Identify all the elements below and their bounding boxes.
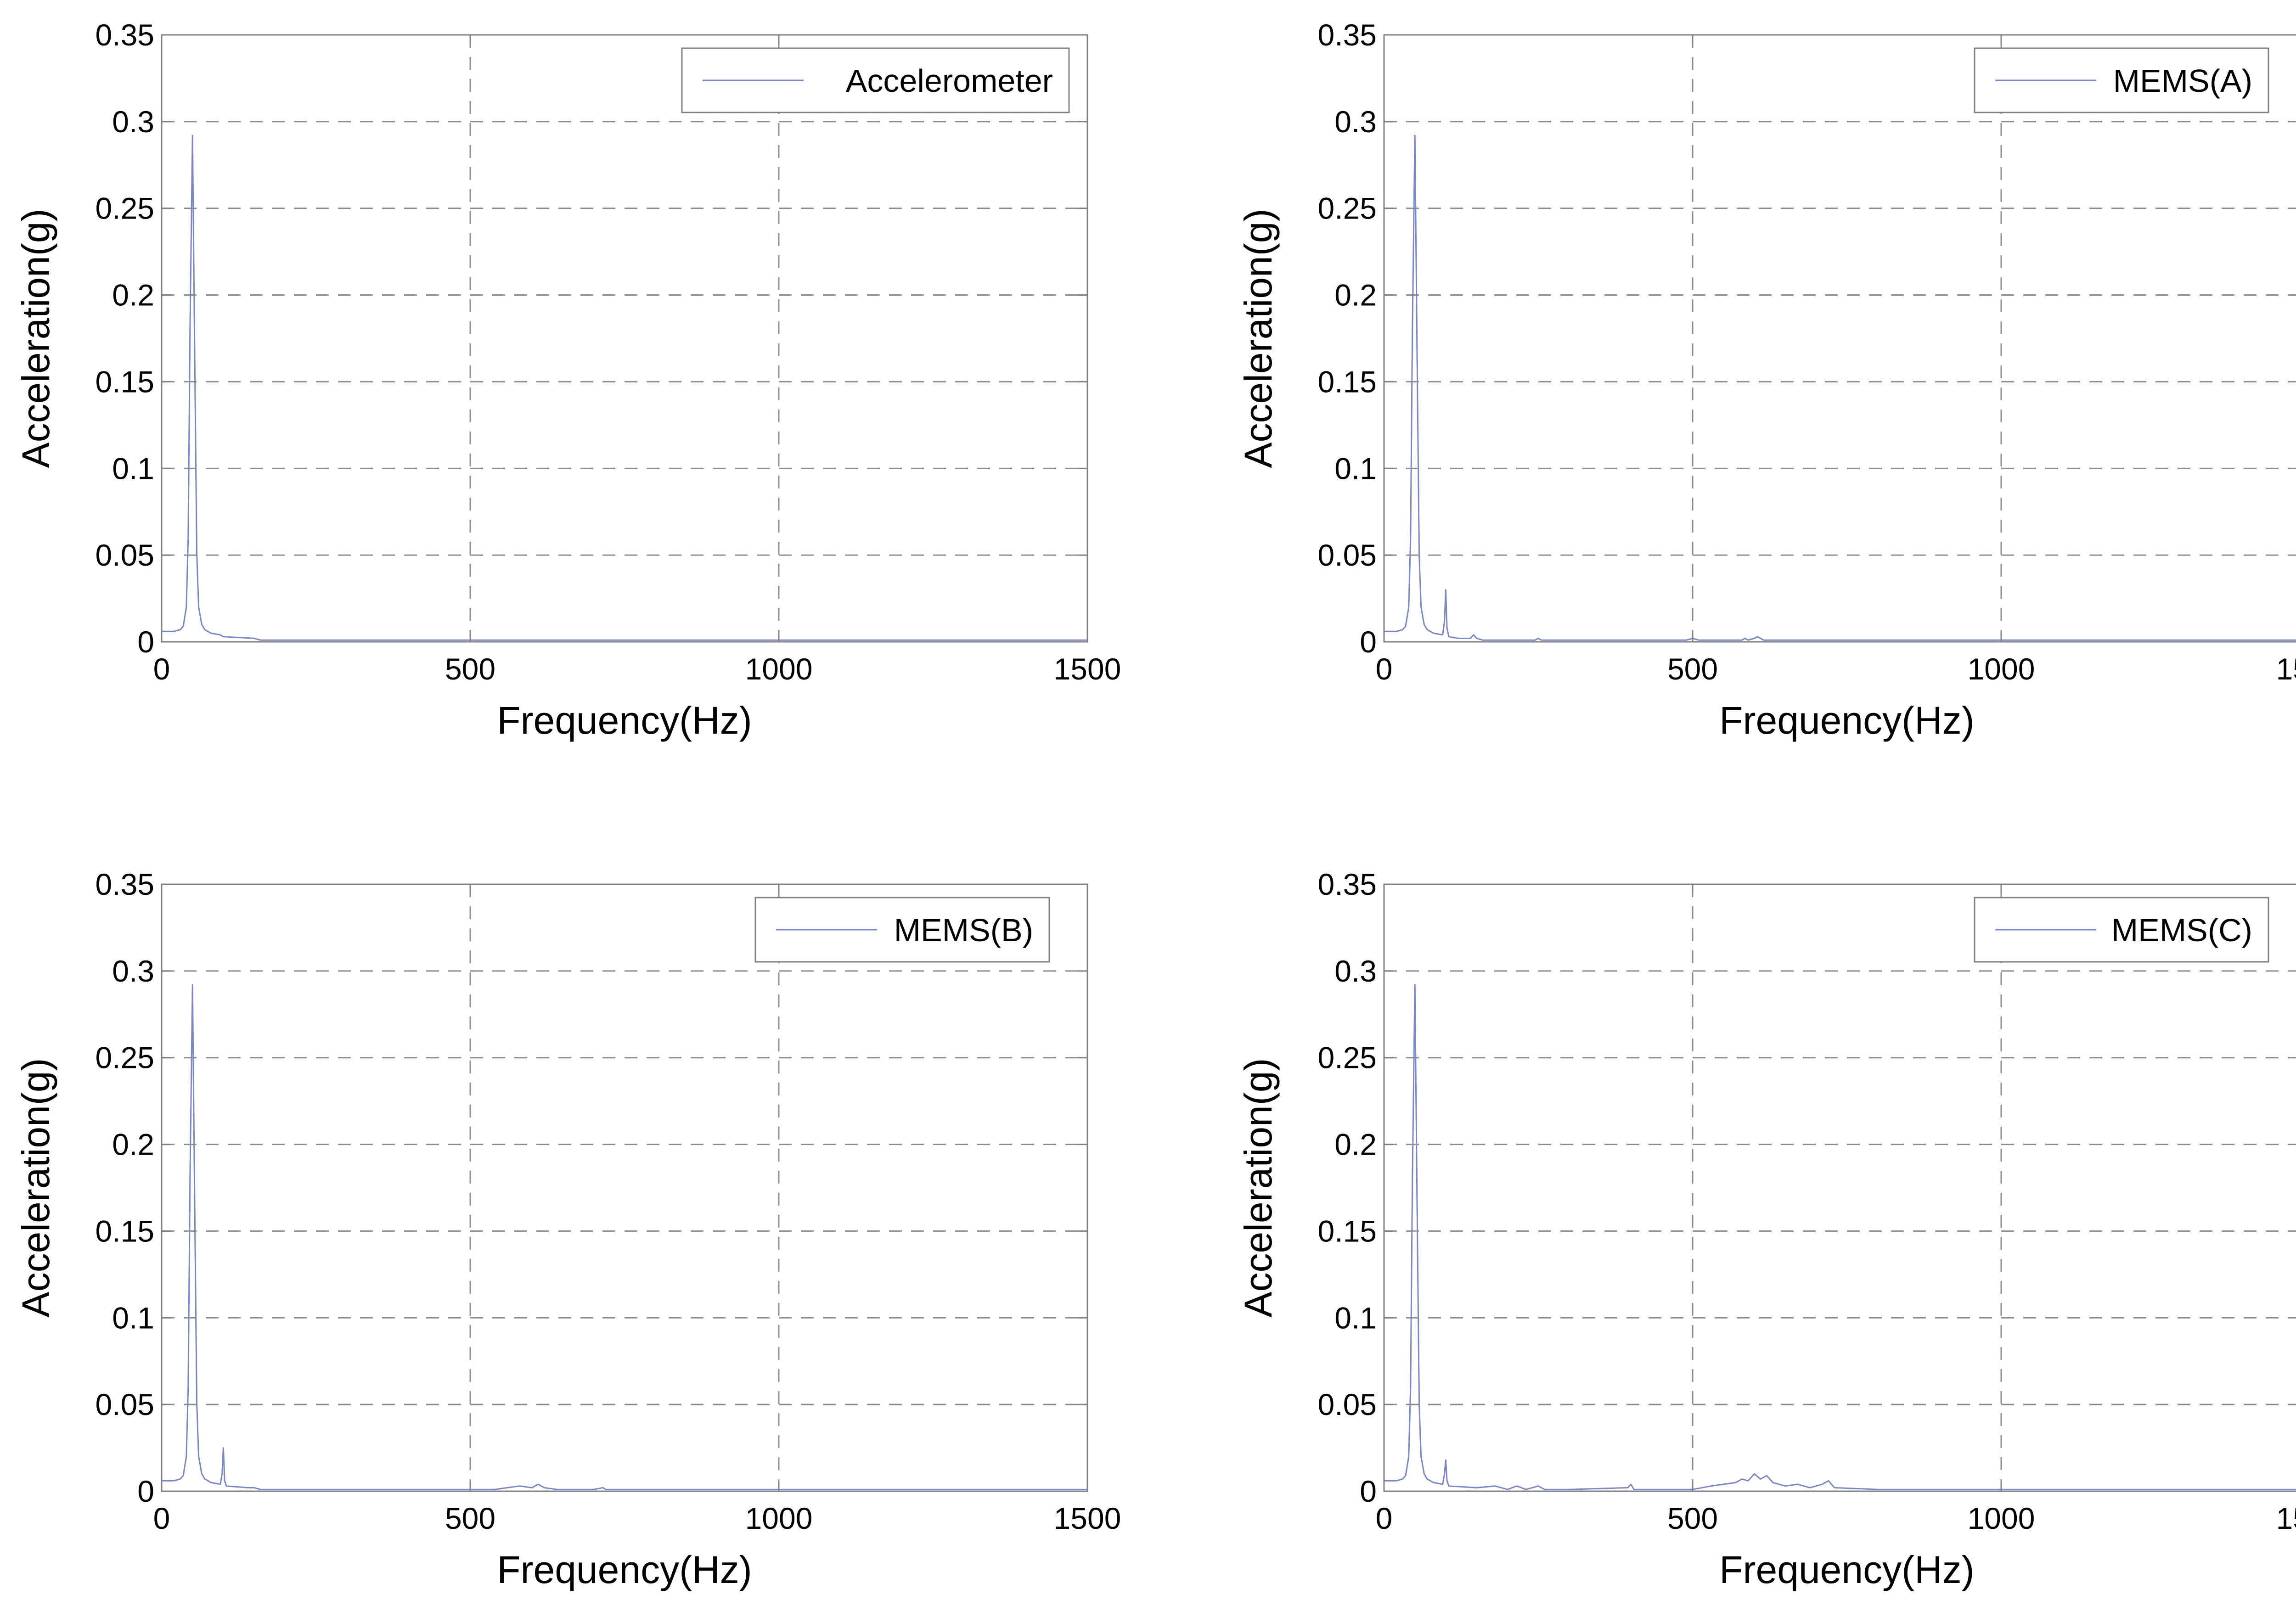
x-tick-label: 0 bbox=[1376, 1501, 1393, 1535]
legend: MEMS(B) bbox=[754, 897, 1050, 963]
x-tick-label: 1500 bbox=[2276, 1501, 2296, 1535]
y-tick-label: 0.2 bbox=[1334, 278, 1377, 312]
series-line bbox=[162, 984, 1087, 1490]
y-tick-label: 0 bbox=[1360, 625, 1377, 659]
plot-area bbox=[162, 884, 1087, 1491]
x-tick-label: 500 bbox=[1667, 1501, 1718, 1535]
y-tick-label: 0.05 bbox=[1318, 538, 1377, 572]
y-tick-label: 0.25 bbox=[1318, 191, 1377, 225]
chart-panel: 0 500 1000 1500 0 0.05 0.1 0.15 0.2 0.25 0.3 0.35 Fr… bbox=[14, 18, 1121, 742]
y-tick-label: 0 bbox=[137, 625, 154, 659]
series-line bbox=[1384, 984, 2296, 1490]
y-tick-label: 0.15 bbox=[1318, 1214, 1377, 1248]
axes-frame bbox=[161, 34, 1088, 643]
y-tick-label: 0.25 bbox=[96, 1041, 154, 1075]
x-tick-label: 0 bbox=[1376, 652, 1393, 686]
x-axis-label: Frequency(Hz) bbox=[1719, 699, 1974, 742]
legend-label: MEMS(B) bbox=[894, 912, 1033, 948]
y-tick-label: 0.2 bbox=[1334, 1128, 1377, 1162]
legend-label: MEMS(A) bbox=[2113, 63, 2252, 99]
x-tick-label: 0 bbox=[153, 652, 170, 686]
x-axis-label: Frequency(Hz) bbox=[1719, 1548, 1974, 1591]
plot-area bbox=[1384, 884, 2296, 1491]
y-tick-label: 0.1 bbox=[1334, 1301, 1377, 1335]
y-tick-label: 0.35 bbox=[96, 867, 154, 901]
plot-area bbox=[162, 35, 1087, 642]
legend: MEMS(C) bbox=[1974, 897, 2269, 963]
y-axis-label: Acceleration(g) bbox=[14, 209, 57, 468]
y-tick-label: 0.1 bbox=[112, 1301, 154, 1335]
legend: MEMS(A) bbox=[1974, 47, 2269, 113]
chart-panel: 0 500 1000 1500 0 0.05 0.1 0.15 0.2 0.25 0.3 0.35 Fr… bbox=[1237, 867, 2296, 1591]
chart-panel: 0 500 1000 1500 0 0.05 0.1 0.15 0.2 0.25 0.3 0.35 Fr… bbox=[1237, 18, 2296, 742]
y-tick-label: 0.15 bbox=[1318, 365, 1377, 399]
y-tick-label: 0.3 bbox=[1334, 105, 1377, 139]
y-tick-label: 0.05 bbox=[96, 538, 154, 572]
y-tick-label: 0.15 bbox=[96, 365, 154, 399]
x-tick-label: 1500 bbox=[1054, 1501, 1121, 1535]
x-tick-label: 1000 bbox=[745, 652, 813, 686]
legend: Accelerometer bbox=[681, 47, 1070, 113]
x-tick-label: 500 bbox=[445, 652, 495, 686]
x-axis-label: Frequency(Hz) bbox=[497, 1548, 752, 1591]
y-tick-label: 0.05 bbox=[1318, 1387, 1377, 1421]
y-tick-label: 0.1 bbox=[112, 451, 154, 485]
legend-label: MEMS(C) bbox=[2111, 912, 2252, 948]
x-axis-label: Frequency(Hz) bbox=[497, 699, 752, 742]
y-tick-label: 0.15 bbox=[96, 1214, 154, 1248]
x-tick-label: 1000 bbox=[1968, 1501, 2035, 1535]
y-tick-label: 0.1 bbox=[1334, 451, 1377, 485]
y-axis-label: Acceleration(g) bbox=[1237, 209, 1280, 468]
x-tick-label: 1500 bbox=[1054, 652, 1121, 686]
y-tick-label: 0.05 bbox=[96, 1387, 154, 1421]
y-tick-label: 0.25 bbox=[1318, 1041, 1377, 1075]
series-line bbox=[1384, 135, 2296, 641]
axes-frame bbox=[1383, 34, 2296, 643]
y-tick-label: 0.35 bbox=[96, 18, 154, 52]
y-tick-label: 0.3 bbox=[112, 954, 154, 988]
legend-label: Accelerometer bbox=[846, 63, 1053, 99]
x-tick-label: 500 bbox=[445, 1501, 495, 1535]
x-tick-label: 0 bbox=[153, 1501, 170, 1535]
y-tick-label: 0.2 bbox=[112, 278, 154, 312]
y-axis-label: Acceleration(g) bbox=[1237, 1058, 1280, 1318]
x-tick-label: 1500 bbox=[2276, 652, 2296, 686]
axes-frame bbox=[161, 883, 1088, 1492]
y-tick-label: 0.2 bbox=[112, 1128, 154, 1162]
y-tick-label: 0.35 bbox=[1318, 867, 1377, 901]
y-tick-label: 0.35 bbox=[1318, 18, 1377, 52]
x-tick-label: 1000 bbox=[1968, 652, 2035, 686]
y-axis-label: Acceleration(g) bbox=[14, 1058, 57, 1318]
x-tick-label: 500 bbox=[1667, 652, 1718, 686]
plot-area bbox=[1384, 35, 2296, 642]
y-tick-label: 0 bbox=[137, 1474, 154, 1508]
series-line bbox=[162, 135, 1087, 641]
y-tick-label: 0 bbox=[1360, 1474, 1377, 1508]
y-tick-label: 0.3 bbox=[1334, 954, 1377, 988]
axes-frame bbox=[1383, 883, 2296, 1492]
y-tick-label: 0.3 bbox=[112, 105, 154, 139]
x-tick-label: 1000 bbox=[745, 1501, 813, 1535]
y-tick-label: 0.25 bbox=[96, 191, 154, 225]
chart-panel: 0 500 1000 1500 0 0.05 0.1 0.15 0.2 0.25 0.3 0.35 Fr… bbox=[14, 867, 1121, 1591]
